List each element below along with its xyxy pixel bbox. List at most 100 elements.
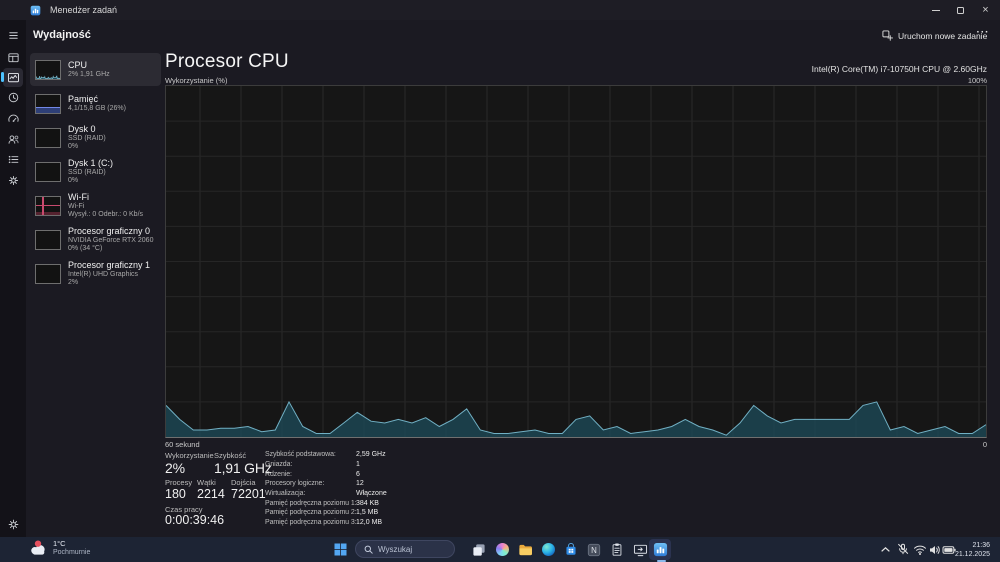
menu-button[interactable] xyxy=(6,28,20,42)
chart-ymax-label: 100% xyxy=(967,76,987,85)
wifi-icon xyxy=(914,545,926,555)
perf-item-sub: 2% 1,91 GHz xyxy=(68,70,110,78)
perf-item-disk1[interactable]: Dysk 1 (C:) SSD (RAID) 0% xyxy=(30,155,161,188)
maximize-icon xyxy=(957,6,964,14)
speed-value: 1,91 GHz xyxy=(214,460,272,476)
users-icon xyxy=(8,135,19,144)
speaker-icon xyxy=(930,546,940,554)
microsoft-store-button[interactable] xyxy=(563,541,579,558)
tray-battery[interactable] xyxy=(942,545,956,555)
file-explorer-button[interactable] xyxy=(517,541,533,558)
active-app-underline xyxy=(657,559,666,562)
settings-gear-icon xyxy=(8,519,18,529)
history-clock-icon xyxy=(8,92,18,102)
svg-text:N: N xyxy=(591,545,597,554)
tray-volume[interactable] xyxy=(928,544,941,556)
n-app-button[interactable]: N xyxy=(586,541,602,558)
perf-item-title: Pamięć xyxy=(68,93,99,104)
clipboard-app-button[interactable] xyxy=(609,541,625,558)
nav-item-performance[interactable] xyxy=(6,70,20,84)
run-new-task-button[interactable]: Uruchom nowe zadanie xyxy=(882,27,987,44)
perf-item-gpu0[interactable]: Procesor graficzny 0 NVIDIA GeForce RTX … xyxy=(30,223,161,256)
perf-item-title: Procesor graficzny 1 xyxy=(68,259,151,270)
nav-item-services[interactable] xyxy=(6,173,20,187)
new-task-icon xyxy=(882,30,893,41)
close-button[interactable]: × xyxy=(973,0,998,20)
perf-item-cpu[interactable]: CPU 2% 1,91 GHz xyxy=(30,53,161,86)
task-view-button[interactable] xyxy=(471,541,487,558)
tray-network[interactable] xyxy=(913,544,927,555)
perf-item-sub: Intel(R) UHD Graphics xyxy=(68,270,139,278)
detail-row: Procesory logiczne: 12 xyxy=(265,480,364,488)
utilization-value: 2% xyxy=(165,460,185,476)
perf-item-sub2: 0% (34 °C) xyxy=(68,245,103,252)
n-app-icon: N xyxy=(587,543,601,556)
perf-item-sub: NVIDIA GeForce RTX 2060 xyxy=(68,236,154,244)
memory-mini-graph xyxy=(35,93,61,114)
detail-row: Rdzenie: 6 xyxy=(265,470,360,478)
perf-item-memory[interactable]: Pamięć 4,1/15,8 GB (26%) xyxy=(30,87,161,120)
disk0-mini-graph xyxy=(35,127,61,148)
services-gear-icon xyxy=(8,175,18,185)
more-options-button[interactable]: ··· xyxy=(976,27,990,38)
cpu-mini-graph xyxy=(35,59,61,80)
uptime-label: Czas pracy xyxy=(165,505,203,514)
edge-button[interactable] xyxy=(540,541,556,558)
copilot-icon xyxy=(495,543,509,556)
cpu-details: Szybkość podstawowa: 2,59 GHz Gniazda: 1 R… xyxy=(265,450,465,528)
disk1-mini-graph xyxy=(35,161,61,182)
hamburger-icon xyxy=(8,31,18,39)
chart-ylabel: Wykorzystanie (%) xyxy=(165,76,228,85)
window-controls: × xyxy=(923,0,998,20)
cpu-model-name: Intel(R) Core(TM) i7-10750H CPU @ 2.60GH… xyxy=(811,64,987,74)
perf-item-sub: 4,1/15,8 GB (26%) xyxy=(68,104,126,112)
run-new-task-label: Uruchom nowe zadanie xyxy=(898,30,988,41)
threads-label: Wątki xyxy=(197,478,216,487)
edge-icon xyxy=(541,543,555,556)
perf-item-sub2: 0% xyxy=(68,177,79,184)
settings-button[interactable] xyxy=(6,517,20,531)
speed-label: Szybkość xyxy=(214,451,247,460)
detail-row: Wirtualizacja: Włączone xyxy=(265,490,387,498)
tray-expand-button[interactable] xyxy=(880,545,891,554)
taskbar-clock[interactable]: 21:36 21.12.2025 xyxy=(950,541,990,560)
taskbar-search[interactable] xyxy=(355,540,455,558)
cast-app-button[interactable] xyxy=(632,541,648,558)
startup-gauge-icon xyxy=(7,114,19,122)
threads-value: 2214 xyxy=(197,487,225,501)
task-manager-taskbar-button[interactable] xyxy=(652,541,668,558)
weather-condition: Pochmurnie xyxy=(53,549,91,556)
start-button[interactable] xyxy=(332,541,348,558)
nav-item-details[interactable] xyxy=(6,152,20,166)
nav-item-users[interactable] xyxy=(6,132,20,146)
perf-item-title: Wi-Fi xyxy=(68,191,89,202)
perf-item-disk0[interactable]: Dysk 0 SSD (RAID) 0% xyxy=(30,121,161,154)
perf-item-gpu1[interactable]: Procesor graficzny 1 Intel(R) UHD Graphi… xyxy=(30,257,161,290)
utilization-label: Wykorzystanie xyxy=(165,451,214,460)
nav-item-startup-apps[interactable] xyxy=(6,111,20,125)
copilot-button[interactable] xyxy=(494,541,510,558)
maximize-button[interactable] xyxy=(948,0,973,20)
clock-date: 21.12.2025 xyxy=(954,551,990,558)
titlebar: Menedżer zadań × xyxy=(0,0,1000,20)
nav-item-app-history[interactable] xyxy=(6,90,20,104)
perf-item-title: Procesor graficzny 0 xyxy=(68,225,151,236)
chart-xmax-label: 0 xyxy=(982,440,987,449)
chevron-up-icon xyxy=(881,546,890,552)
search-input[interactable] xyxy=(378,544,446,554)
tray-mic-muted[interactable] xyxy=(897,543,909,555)
task-manager-app-icon xyxy=(30,5,41,16)
weather-widget[interactable]: 1°C Pochmurnie xyxy=(28,539,90,557)
perf-item-sub2: 2% xyxy=(68,279,79,286)
minimize-button[interactable] xyxy=(923,0,948,20)
perf-item-wifi[interactable]: Wi-Fi Wi-Fi Wysył.: 0 Odebr.: 0 Kb/s xyxy=(30,189,161,222)
nav-item-processes[interactable] xyxy=(6,50,20,64)
battery-icon xyxy=(942,546,956,554)
processes-label: Procesy xyxy=(165,478,193,487)
cpu-usage-chart xyxy=(165,85,987,438)
perf-item-sub: SSD (RAID) xyxy=(68,168,106,176)
uptime-value: 0:00:39:46 xyxy=(165,513,225,527)
handles-label: Dojścia xyxy=(231,478,256,487)
task-view-icon xyxy=(473,543,485,556)
